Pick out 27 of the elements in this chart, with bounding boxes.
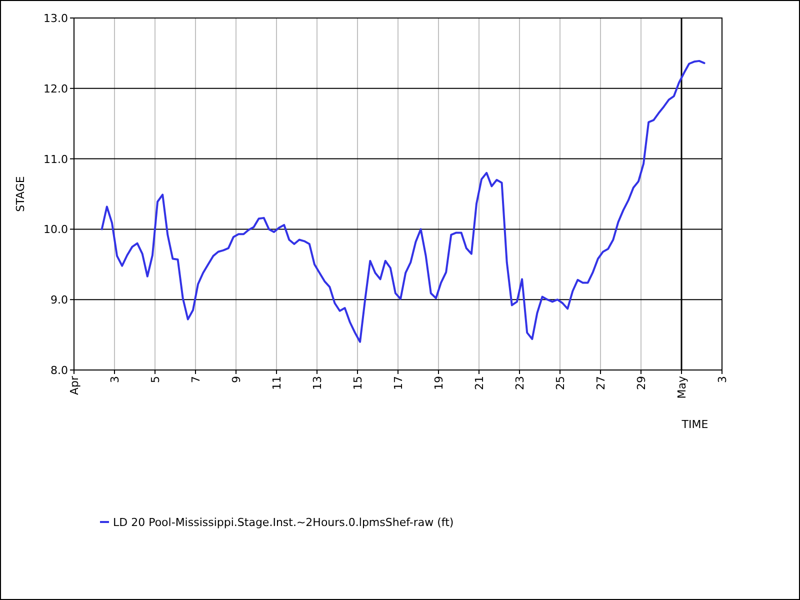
x-tick-label: 19 xyxy=(432,376,446,390)
x-tick-label: 3 xyxy=(716,376,729,383)
x-tick-label: 9 xyxy=(230,376,243,383)
x-tick-label: Apr xyxy=(68,376,81,396)
x-tick-label: 29 xyxy=(635,376,648,390)
y-tick-label: 12.0 xyxy=(44,82,68,96)
x-tick-label: 21 xyxy=(473,376,486,390)
y-tick-label: 10.0 xyxy=(44,223,68,236)
x-tick-label: 3 xyxy=(108,376,122,383)
x-tick-label: 15 xyxy=(352,376,364,390)
x-axis-title: TIME xyxy=(680,418,708,431)
y-axis-title: STAGE xyxy=(14,176,27,212)
x-tick-label: 25 xyxy=(554,376,567,390)
x-tick-label: 11 xyxy=(270,376,284,390)
x-tick-label: 13 xyxy=(311,376,324,390)
x-tick-label: 23 xyxy=(514,376,526,390)
y-tick-label: 9.0 xyxy=(50,294,68,307)
legend-label: LD 20 Pool-Mississippi.Stage.Inst.~2Hours.0.lpmsShef-raw (ft) xyxy=(113,516,454,529)
y-tick-label: 8.0 xyxy=(50,364,68,377)
y-tick-label: 13.0 xyxy=(44,12,68,25)
x-tick-label: May xyxy=(676,376,688,399)
x-tick-label: 7 xyxy=(190,376,202,383)
x-tick-label: 17 xyxy=(392,376,405,390)
x-tick-label: 27 xyxy=(594,376,608,390)
line-series xyxy=(100,60,706,343)
y-tick-label: 11.0 xyxy=(44,152,68,166)
x-tick-label: 5 xyxy=(149,376,162,383)
